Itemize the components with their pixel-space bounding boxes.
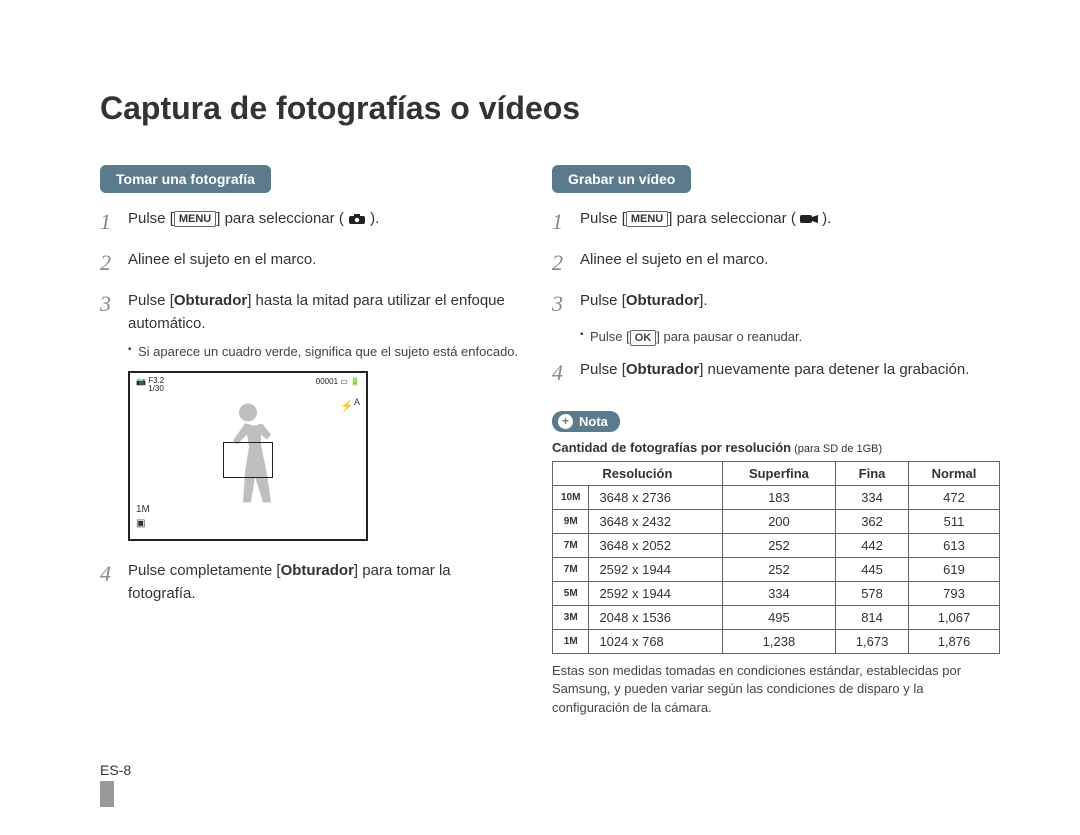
step-number: 2 [552, 246, 580, 279]
storage-icon: ▭ [340, 377, 350, 386]
lcd-left-indicators: 1M ▣ [136, 503, 150, 531]
photo-step-4: 4 Pulse completamente [Obturador] para t… [100, 557, 520, 605]
page-number: ES-8 [100, 762, 131, 778]
res-dimension: 2592 x 1944 [589, 558, 722, 582]
res-dimension: 2048 x 1536 [589, 606, 722, 630]
frame-counter: 00001 [316, 377, 338, 386]
res-superfine: 495 [722, 606, 835, 630]
battery-icon: 🔋 [350, 377, 360, 386]
res-superfine: 200 [722, 510, 835, 534]
table-row: 9M3648 x 2432200362511 [553, 510, 1000, 534]
flash-icon: ⚡A [340, 397, 360, 413]
table-caption: Cantidad de fotografías por resolución (… [552, 440, 1000, 455]
res-normal: 1,876 [909, 630, 1000, 654]
table-row: 3M2048 x 15364958141,067 [553, 606, 1000, 630]
res-icon: 1M [553, 630, 589, 654]
nota-badge: + Nota [552, 411, 620, 432]
table-footnote: Estas son medidas tomadas en condiciones… [552, 662, 1000, 717]
col-fine: Fina [836, 462, 909, 486]
step-number: 3 [552, 287, 580, 320]
res-superfine: 183 [722, 486, 835, 510]
res-superfine: 334 [722, 582, 835, 606]
table-row: 7M3648 x 2052252442613 [553, 534, 1000, 558]
res-icon: 10M [553, 486, 589, 510]
res-dimension: 3648 x 2052 [589, 534, 722, 558]
step-body: Pulse [MENU] para seleccionar ( ). [580, 205, 1000, 231]
col-resolution: Resolución [553, 462, 723, 486]
table-row: 7M2592 x 1944252445619 [553, 558, 1000, 582]
res-superfine: 252 [722, 534, 835, 558]
video-step-2: 2 Alinee el sujeto en el marco. [552, 246, 1000, 279]
step-body: Pulse completamente [Obturador] para tom… [128, 557, 520, 605]
step-number: 4 [100, 557, 128, 590]
res-fine: 578 [836, 582, 909, 606]
step-body: Pulse [Obturador]. [580, 287, 1000, 313]
page-title: Captura de fotografías o vídeos [100, 90, 1000, 127]
step-body: Alinee el sujeto en el marco. [580, 246, 1000, 272]
res-dimension: 3648 x 2736 [589, 486, 722, 510]
res-normal: 793 [909, 582, 1000, 606]
video-step-3-note: Pulse [OK] para pausar o reanudar. [580, 328, 1000, 346]
menu-button-label: MENU [174, 211, 216, 227]
res-superfine: 1,238 [722, 630, 835, 654]
table-row: 1M1024 x 7681,2381,6731,876 [553, 630, 1000, 654]
step-number: 1 [100, 205, 128, 238]
video-icon [800, 213, 818, 225]
col-superfine: Superfina [722, 462, 835, 486]
res-normal: 511 [909, 510, 1000, 534]
res-normal: 613 [909, 534, 1000, 558]
camera-icon [348, 213, 366, 225]
photo-step-3: 3 Pulse [Obturador] hasta la mitad para … [100, 287, 520, 335]
photo-step-1: 1 Pulse [MENU] para seleccionar ( ). [100, 205, 520, 238]
photo-section: Tomar una fotografía 1 Pulse [MENU] para… [100, 165, 520, 717]
camera-mode-icon: 📷 [136, 377, 146, 386]
res-fine: 1,673 [836, 630, 909, 654]
video-step-3: 3 Pulse [Obturador]. [552, 287, 1000, 320]
table-row: 5M2592 x 1944334578793 [553, 582, 1000, 606]
photo-tab: Tomar una fotografía [100, 165, 271, 193]
footer-bar [100, 781, 114, 807]
res-dimension: 2592 x 1944 [589, 582, 722, 606]
res-icon: 5M [553, 582, 589, 606]
step-number: 1 [552, 205, 580, 238]
res-fine: 445 [836, 558, 909, 582]
res-normal: 619 [909, 558, 1000, 582]
menu-button-label: MENU [626, 211, 668, 227]
content-columns: Tomar una fotografía 1 Pulse [MENU] para… [100, 165, 1000, 717]
res-fine: 362 [836, 510, 909, 534]
col-normal: Normal [909, 462, 1000, 486]
plus-icon: + [558, 414, 573, 429]
step-number: 3 [100, 287, 128, 320]
step-body: Pulse [MENU] para seleccionar ( ). [128, 205, 520, 231]
res-dimension: 3648 x 2432 [589, 510, 722, 534]
video-tab: Grabar un vídeo [552, 165, 691, 193]
res-icon: 7M [553, 534, 589, 558]
res-icon: 3M [553, 606, 589, 630]
video-step-4: 4 Pulse [Obturador] nuevamente para dete… [552, 356, 1000, 389]
photo-step-3-note: Si aparece un cuadro verde, significa qu… [128, 343, 520, 361]
photo-step-2: 2 Alinee el sujeto en el marco. [100, 246, 520, 279]
step-body: Pulse [Obturador] hasta la mitad para ut… [128, 287, 520, 335]
res-normal: 472 [909, 486, 1000, 510]
video-section: Grabar un vídeo 1 Pulse [MENU] para sele… [552, 165, 1000, 717]
res-icon: 9M [553, 510, 589, 534]
table-row: 10M3648 x 2736183334472 [553, 486, 1000, 510]
page-footer: ES-8 [100, 762, 131, 807]
resolution-table: Resolución Superfina Fina Normal 10M3648… [552, 461, 1000, 654]
res-dimension: 1024 x 768 [589, 630, 722, 654]
step-body: Pulse [Obturador] nuevamente para detene… [580, 356, 1000, 382]
ok-button-label: OK [630, 330, 657, 346]
step-number: 4 [552, 356, 580, 389]
res-fine: 442 [836, 534, 909, 558]
res-icon: 7M [553, 558, 589, 582]
focus-rectangle [223, 442, 273, 478]
lcd-preview: 📷 F3.2 1/30 00001 ▭ 🔋 ⚡A 1M [128, 371, 368, 541]
res-superfine: 252 [722, 558, 835, 582]
video-step-1: 1 Pulse [MENU] para seleccionar ( ). [552, 205, 1000, 238]
res-normal: 1,067 [909, 606, 1000, 630]
res-fine: 334 [836, 486, 909, 510]
res-fine: 814 [836, 606, 909, 630]
step-number: 2 [100, 246, 128, 279]
step-body: Alinee el sujeto en el marco. [128, 246, 520, 272]
